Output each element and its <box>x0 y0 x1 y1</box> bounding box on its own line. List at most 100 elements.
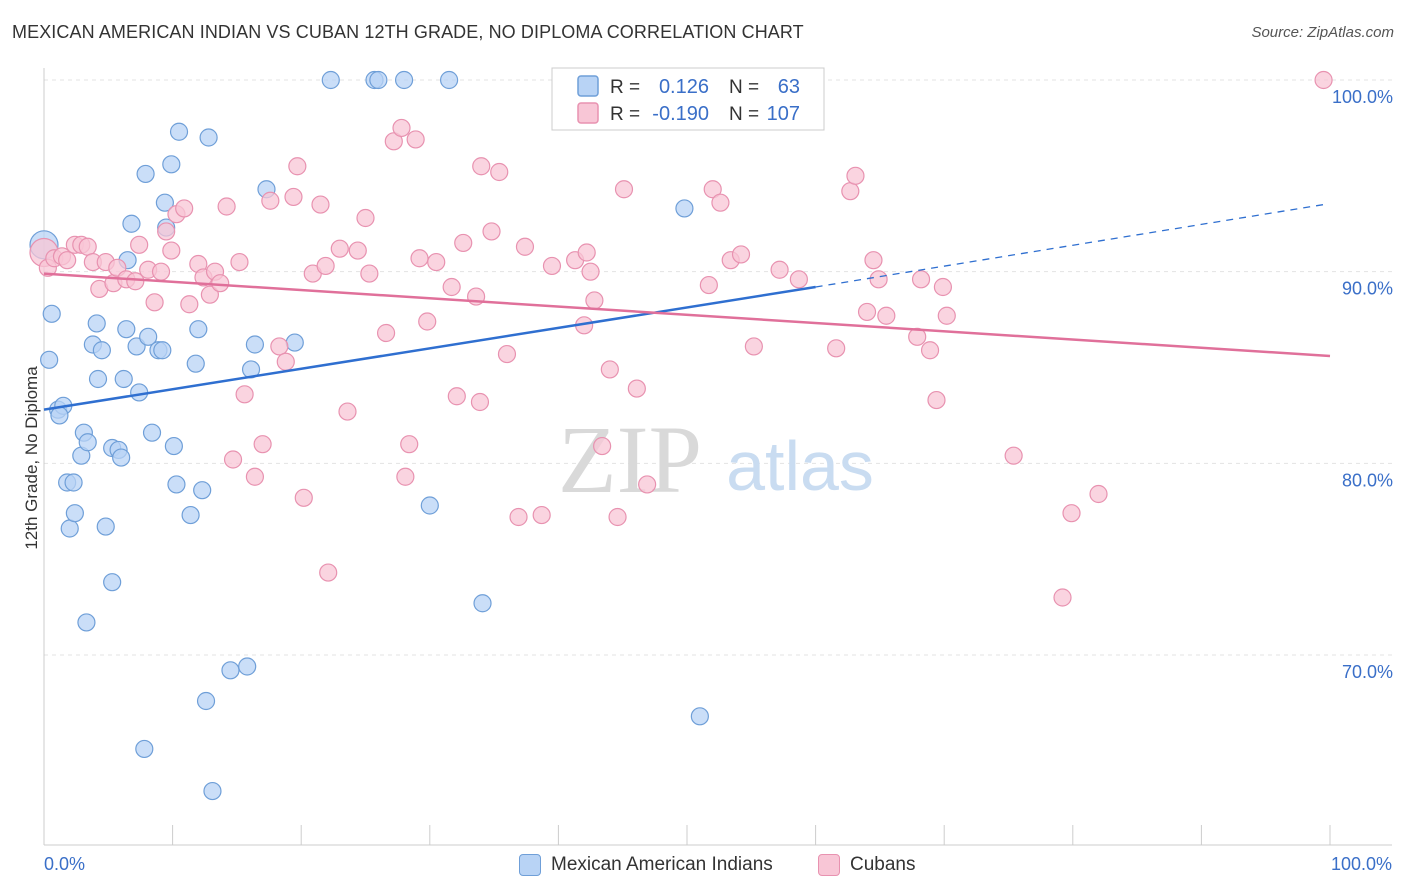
legend-swatch-icon <box>818 854 840 876</box>
point-mexican-american-indian <box>321 70 340 90</box>
point-mexican-american-indian <box>189 320 208 339</box>
point-mexican-american-indian <box>199 128 218 147</box>
point-mexican-american-indian <box>221 661 240 680</box>
legend-blue-n-label: N = <box>729 77 759 98</box>
point-mexican-american-indian <box>439 70 459 90</box>
y-tick-label: 90.0% <box>1342 279 1393 299</box>
point-cuban <box>400 435 419 454</box>
bottom-legend: Mexican American Indians Cubans <box>0 852 1406 878</box>
point-cuban <box>472 157 491 176</box>
point-cuban <box>454 233 473 253</box>
point-cuban <box>200 285 219 304</box>
axis-layer <box>43 68 1392 846</box>
point-cuban <box>911 270 931 289</box>
point-mexican-american-indian <box>420 496 439 515</box>
point-cuban <box>230 252 249 272</box>
point-cuban <box>276 352 295 371</box>
point-mexican-american-indian <box>164 436 183 456</box>
point-cuban <box>427 252 446 272</box>
point-cuban <box>937 306 956 325</box>
point-cuban <box>261 191 280 210</box>
point-cuban <box>294 488 313 507</box>
point-cuban <box>789 270 808 289</box>
point-cuban <box>593 436 612 456</box>
point-cuban <box>284 187 303 207</box>
point-cuban <box>509 507 528 527</box>
point-mexican-american-indian <box>690 707 709 726</box>
trend-layer <box>43 203 1331 411</box>
point-mexican-american-indian <box>135 739 154 759</box>
point-cuban <box>130 235 149 254</box>
point-mexican-american-indian <box>203 781 222 801</box>
point-cuban <box>392 118 411 138</box>
bottom-legend-item-cubans: Cubans <box>818 852 916 878</box>
point-mexican-american-indian <box>238 657 257 676</box>
point-cuban <box>585 291 604 310</box>
legend-pink-n-label: N = <box>729 104 759 125</box>
point-mexican-american-indian <box>181 505 200 525</box>
point-mexican-american-indian <box>78 433 97 452</box>
point-cuban <box>245 467 265 486</box>
point-mexican-american-indian <box>77 613 96 632</box>
point-cuban <box>376 323 396 343</box>
point-mexican-american-indian <box>42 304 61 323</box>
point-mexican-american-indian <box>92 341 111 360</box>
point-cuban <box>490 162 509 182</box>
point-cuban <box>703 180 722 199</box>
y-tick-label: 100.0% <box>1332 87 1393 107</box>
point-mexican-american-indian <box>167 475 186 494</box>
point-cuban <box>699 275 718 295</box>
legend-blue-n-value: 63 <box>778 76 800 98</box>
point-cuban <box>235 385 254 404</box>
point-cuban <box>410 249 429 268</box>
point-cuban <box>581 262 600 281</box>
y-tick-labels: 70.0% 80.0% 90.0% 100.0% <box>1332 87 1393 682</box>
point-mexican-american-indian <box>136 164 155 184</box>
trend-line-extension-mexican-american-indians <box>815 203 1324 288</box>
point-cuban <box>396 467 415 486</box>
point-cuban <box>223 450 243 469</box>
point-mexican-american-indian <box>162 155 181 174</box>
point-mexican-american-indian <box>112 448 131 467</box>
point-mexican-american-indian <box>169 122 189 141</box>
point-cuban <box>151 262 171 281</box>
legend-pink-r-value: -0.190 <box>652 103 709 125</box>
point-cuban <box>869 270 888 289</box>
points-layer <box>29 70 1333 801</box>
point-mexican-american-indian <box>369 70 388 90</box>
point-mexican-american-indian <box>122 214 141 233</box>
point-cuban <box>927 390 946 410</box>
point-cuban <box>532 505 551 525</box>
point-cuban <box>1053 588 1072 607</box>
point-cuban <box>1062 504 1081 523</box>
point-cuban <box>356 208 375 228</box>
point-mexican-american-indian <box>245 335 265 354</box>
point-cuban <box>311 195 330 214</box>
point-cuban <box>1004 446 1023 465</box>
point-mexican-american-indian <box>142 423 162 442</box>
bottom-legend-item-mexican-american-indians: Mexican American Indians <box>519 852 773 878</box>
point-cuban <box>933 277 953 297</box>
point-cuban <box>360 264 379 283</box>
source-label: Source: ZipAtlas.com <box>1251 24 1394 41</box>
legend-swatch-icon <box>519 854 541 876</box>
point-cuban <box>841 182 860 201</box>
point-cuban <box>577 243 596 262</box>
point-mexican-american-indian <box>196 691 216 711</box>
point-cuban <box>857 302 877 322</box>
legend-pink-n-value: 107 <box>767 103 800 125</box>
point-cuban <box>126 272 145 291</box>
point-mexican-american-indian <box>285 333 304 352</box>
point-mexican-american-indian <box>88 369 108 389</box>
point-cuban <box>482 222 501 241</box>
bottom-legend-label: Cubans <box>850 854 916 875</box>
point-cuban <box>638 475 657 494</box>
point-cuban <box>542 256 562 276</box>
point-mexican-american-indian <box>186 354 205 373</box>
point-mexican-american-indian <box>139 327 158 346</box>
point-mexican-american-indian <box>675 199 694 218</box>
point-mexican-american-indian <box>96 517 115 536</box>
point-cuban <box>253 435 272 454</box>
point-cuban <box>497 344 517 364</box>
